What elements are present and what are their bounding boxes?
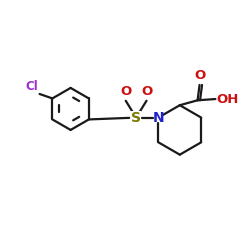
Text: O: O (141, 85, 152, 98)
Text: Cl: Cl (25, 80, 38, 93)
Text: S: S (131, 110, 141, 124)
Text: O: O (194, 69, 205, 82)
Text: N: N (152, 110, 164, 124)
Text: O: O (120, 85, 131, 98)
Text: OH: OH (216, 92, 239, 106)
